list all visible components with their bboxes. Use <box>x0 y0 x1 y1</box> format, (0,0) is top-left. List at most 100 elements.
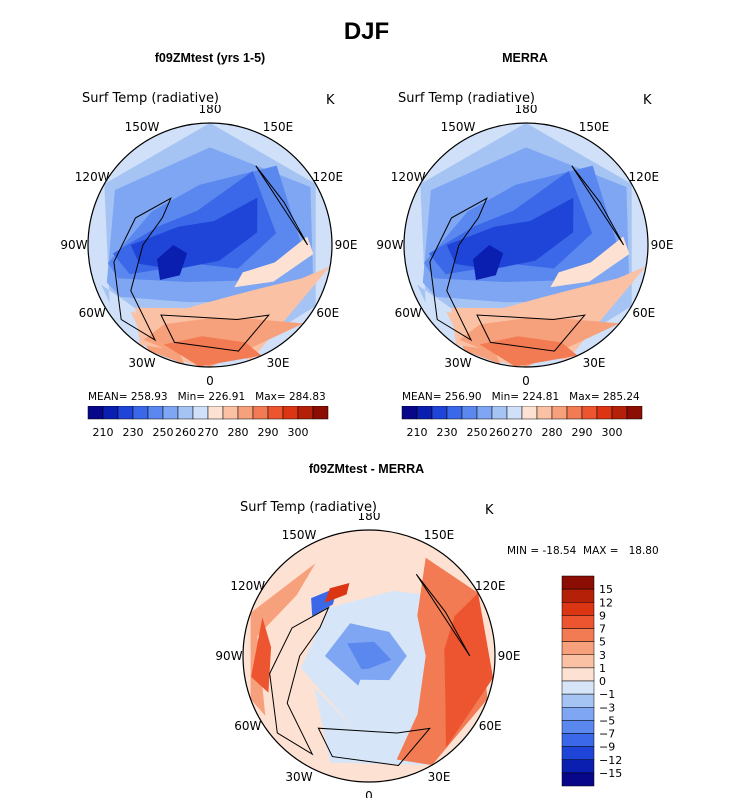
colorbar-cell <box>192 406 209 420</box>
units-label-merra: K <box>643 93 652 108</box>
coastline <box>415 573 471 657</box>
lon-label: 90E <box>335 238 358 252</box>
colorbar-tick: 260 <box>175 426 196 439</box>
colorbar-tick: 3 <box>599 649 606 662</box>
lon-label: 120E <box>475 579 506 593</box>
colorbar-cell <box>561 720 595 734</box>
lon-label: 120E <box>629 170 660 184</box>
lon-label: 60E <box>316 306 339 320</box>
page-title: DJF <box>343 18 390 45</box>
colorbar-tick: 250 <box>153 426 174 439</box>
field-region <box>446 197 574 270</box>
colorbar-cell <box>476 406 493 420</box>
colorbar-tick: −3 <box>599 701 615 714</box>
coastline <box>429 197 488 342</box>
colorbar-cell <box>561 588 595 603</box>
colorbar-tick: 270 <box>512 426 533 439</box>
lon-label: 150E <box>424 528 455 542</box>
variable-label-model: Surf Temp (radiative) <box>82 91 220 106</box>
colorbar-tick: 1 <box>599 662 606 675</box>
colorbar-cell <box>162 406 179 420</box>
colorbar-tick: −9 <box>599 741 615 754</box>
colorbar-tick: 230 <box>437 426 458 439</box>
lon-label: 150E <box>263 120 294 134</box>
colorbar-cell <box>561 575 595 590</box>
colorbar-tick: 0 <box>599 675 606 688</box>
stats-model: MEAN= 258.93 Min= 226.91 Max= 284.83 <box>88 391 326 403</box>
lon-label: 120W <box>391 170 426 184</box>
lon-label: 150W <box>441 120 476 134</box>
colorbar-cell <box>536 406 553 420</box>
colorbar-cell <box>207 406 224 420</box>
coastline <box>113 197 172 342</box>
lon-label: 30E <box>428 770 451 784</box>
field-region <box>347 641 392 670</box>
colorbar-tick: 300 <box>288 426 309 439</box>
lon-label: 90E <box>651 238 674 252</box>
colorbar-cell <box>177 406 194 420</box>
field-region <box>234 236 314 288</box>
colorbar-tick: 9 <box>599 609 606 622</box>
lon-label: 120E <box>313 170 344 184</box>
stats-diff: MIN = -18.54 MAX = 18.80 <box>507 545 659 557</box>
colorbar-tick: 230 <box>123 426 144 439</box>
colorbar-model: 210 230 250 260 270 280 290 300 <box>87 406 329 439</box>
field-region <box>324 583 350 603</box>
colorbar-tick: 280 <box>542 426 563 439</box>
colorbar-cell <box>87 406 104 420</box>
lon-label: 180 <box>515 105 538 116</box>
colorbar-cell <box>401 406 418 420</box>
lon-label: 30W <box>444 356 471 370</box>
lon-label: 120W <box>230 579 265 593</box>
colorbar-cell <box>561 667 595 682</box>
colorbar-cell <box>561 707 595 721</box>
coastline <box>571 165 625 246</box>
colorbar-tick: 12 <box>599 596 613 609</box>
colorbar-cell <box>561 628 595 642</box>
colorbar-tick: 210 <box>407 426 428 439</box>
colorbar-tick: 300 <box>602 426 623 439</box>
lon-label: 90W <box>60 238 87 252</box>
panel-title-merra: MERRA <box>502 51 548 65</box>
lon-label: 60W <box>79 306 106 320</box>
lon-label: 60W <box>395 306 422 320</box>
colorbar-cell <box>117 406 134 420</box>
colorbar-tick: −15 <box>599 767 622 780</box>
colorbar-cell <box>237 406 254 420</box>
colorbar-tick: 7 <box>599 623 606 636</box>
lon-label: 60E <box>632 306 655 320</box>
lon-label: 30W <box>128 356 155 370</box>
field-region <box>251 617 272 693</box>
panel-title-model: f09ZMtest (yrs 1-5) <box>154 51 266 65</box>
lon-label: 30W <box>285 770 312 784</box>
colorbar-cell <box>282 406 299 420</box>
field-region <box>157 245 188 280</box>
lon-label: 150W <box>282 528 317 542</box>
field-region <box>250 563 316 716</box>
coastline <box>160 314 271 352</box>
colorbar-tick: 290 <box>258 426 279 439</box>
colorbar-cell <box>626 406 643 420</box>
colorbar-cell <box>297 406 314 420</box>
colorbar-cell <box>561 746 595 760</box>
lon-label: 180 <box>358 513 381 523</box>
colorbar-cell <box>561 759 595 774</box>
map-field <box>243 530 495 782</box>
map-field <box>88 123 332 367</box>
colorbar-cell <box>596 406 613 420</box>
colorbar-cell <box>561 654 595 669</box>
colorbar-cell <box>312 406 329 420</box>
lon-label: 150W <box>125 120 160 134</box>
colorbar-tick: −5 <box>599 714 615 727</box>
lon-label: 90W <box>215 649 242 663</box>
field-region <box>550 236 630 288</box>
stats-merra: MEAN= 256.90 Min= 224.81 Max= 285.24 <box>402 391 640 403</box>
colorbar-tick: 260 <box>489 426 510 439</box>
colorbar-cell <box>561 733 595 747</box>
field-region <box>473 245 504 280</box>
colorbar-tick: 210 <box>93 426 114 439</box>
map-border <box>87 122 333 368</box>
colorbar-cell <box>561 772 595 787</box>
colorbar-cell <box>561 602 595 616</box>
colorbar-cell <box>102 406 119 420</box>
